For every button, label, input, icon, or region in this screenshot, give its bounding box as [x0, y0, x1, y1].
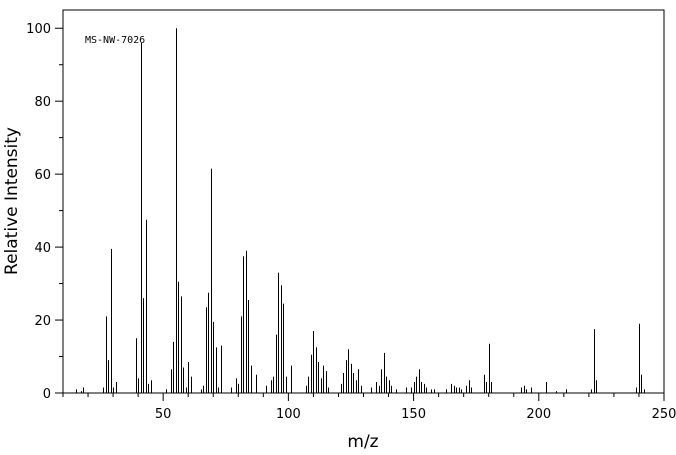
- spectrum-id-annotation: MS-NW-7026: [85, 35, 145, 46]
- x-tick-label: 250: [652, 407, 676, 422]
- plot-border: [62, 9, 665, 394]
- y-tick-label: 40: [34, 241, 51, 256]
- axis-ticks: 50 100 150 200 250 0 20 40 60 80 100: [26, 22, 676, 422]
- y-tick-label: 60: [34, 168, 51, 183]
- x-tick-label: 100: [276, 407, 301, 422]
- y-tick-label: 20: [34, 314, 51, 329]
- x-tick-label: 50: [155, 407, 172, 422]
- plot-frame: [62, 9, 665, 394]
- x-tick-label: 200: [526, 407, 551, 422]
- y-tick-label: 0: [43, 387, 51, 402]
- y-tick-label: 100: [26, 22, 51, 37]
- peak-bars: [76, 28, 645, 393]
- x-tick-label: 150: [401, 407, 426, 422]
- x-axis-title: m/z: [347, 432, 378, 452]
- y-axis-title: Relative Intensity: [2, 127, 22, 275]
- y-tick-label: 80: [34, 95, 51, 110]
